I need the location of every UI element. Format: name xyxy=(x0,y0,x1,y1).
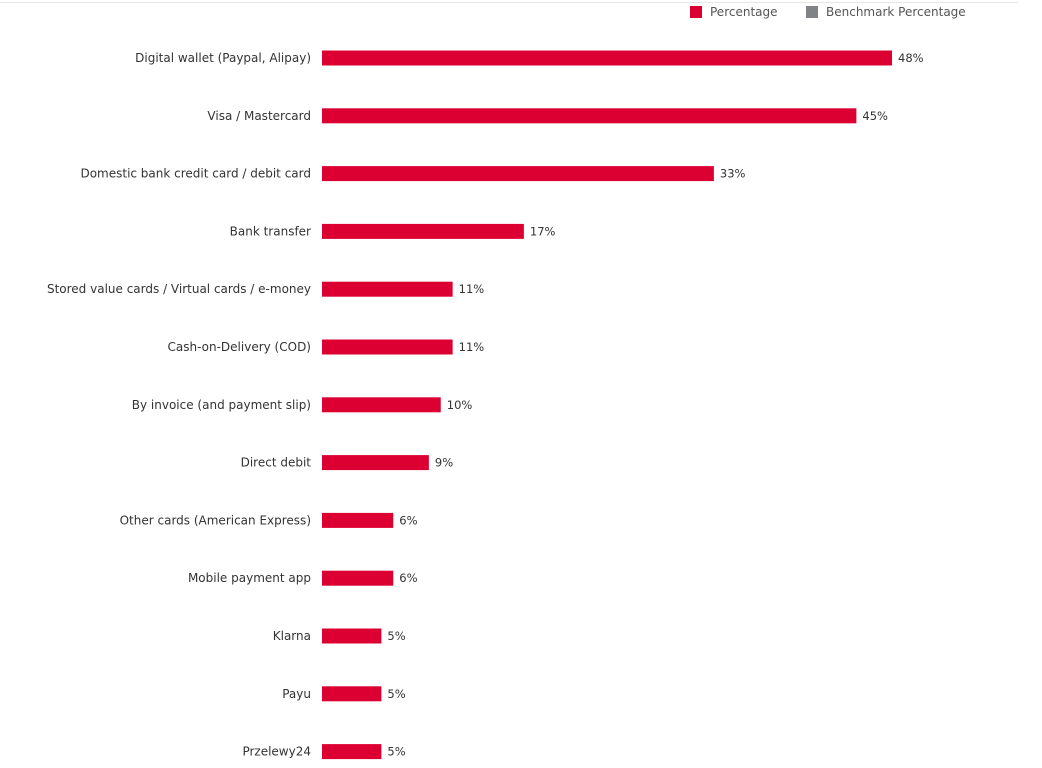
data-label: 9% xyxy=(435,456,453,470)
bar[interactable] xyxy=(322,50,892,66)
bar[interactable] xyxy=(322,512,394,528)
bar[interactable] xyxy=(322,166,714,182)
category-label: Przelewy24 xyxy=(242,745,311,759)
category-label: Stored value cards / Virtual cards / e-m… xyxy=(47,282,311,296)
category-label: Visa / Mastercard xyxy=(207,109,311,123)
data-label: 10% xyxy=(447,398,473,412)
bar-series-percentage: Digital wallet (Paypal, Alipay) 48% Visa /… xyxy=(47,50,924,760)
bar[interactable] xyxy=(322,223,524,239)
category-label: Direct debit xyxy=(241,456,312,470)
data-label: 45% xyxy=(862,109,888,123)
bar[interactable] xyxy=(322,339,453,355)
data-label: 11% xyxy=(459,282,485,296)
category-label: Klarna xyxy=(273,629,311,643)
bar[interactable] xyxy=(322,281,453,297)
top-divider xyxy=(0,2,1018,3)
category-label: Digital wallet (Paypal, Alipay) xyxy=(135,51,311,65)
data-label: 6% xyxy=(399,513,417,527)
legend-swatch[interactable] xyxy=(690,6,702,18)
data-label: 11% xyxy=(459,340,485,354)
data-label: 6% xyxy=(399,571,417,585)
data-label: 17% xyxy=(530,224,556,238)
data-label: 5% xyxy=(387,687,405,701)
bar[interactable] xyxy=(322,628,382,644)
bar[interactable] xyxy=(322,570,394,586)
category-label: By invoice (and payment slip) xyxy=(132,398,311,412)
bar[interactable] xyxy=(322,455,429,471)
category-label: Mobile payment app xyxy=(188,571,311,585)
legend-label[interactable]: Benchmark Percentage xyxy=(826,5,966,19)
category-label: Other cards (American Express) xyxy=(120,513,311,527)
chart-legend: Percentage Benchmark Percentage xyxy=(690,5,966,19)
category-label: Bank transfer xyxy=(230,224,311,238)
bar[interactable] xyxy=(322,108,857,124)
legend-label[interactable]: Percentage xyxy=(710,5,778,19)
bar[interactable] xyxy=(322,686,382,702)
bar[interactable] xyxy=(322,397,441,413)
category-label: Cash-on-Delivery (COD) xyxy=(168,340,311,354)
data-label: 48% xyxy=(898,51,924,65)
data-label: 33% xyxy=(720,167,746,181)
data-label: 5% xyxy=(387,629,405,643)
bar[interactable] xyxy=(322,744,382,760)
category-label: Payu xyxy=(282,687,311,701)
legend-swatch[interactable] xyxy=(806,6,818,18)
data-label: 5% xyxy=(387,745,405,759)
category-label: Domestic bank credit card / debit card xyxy=(80,167,311,181)
